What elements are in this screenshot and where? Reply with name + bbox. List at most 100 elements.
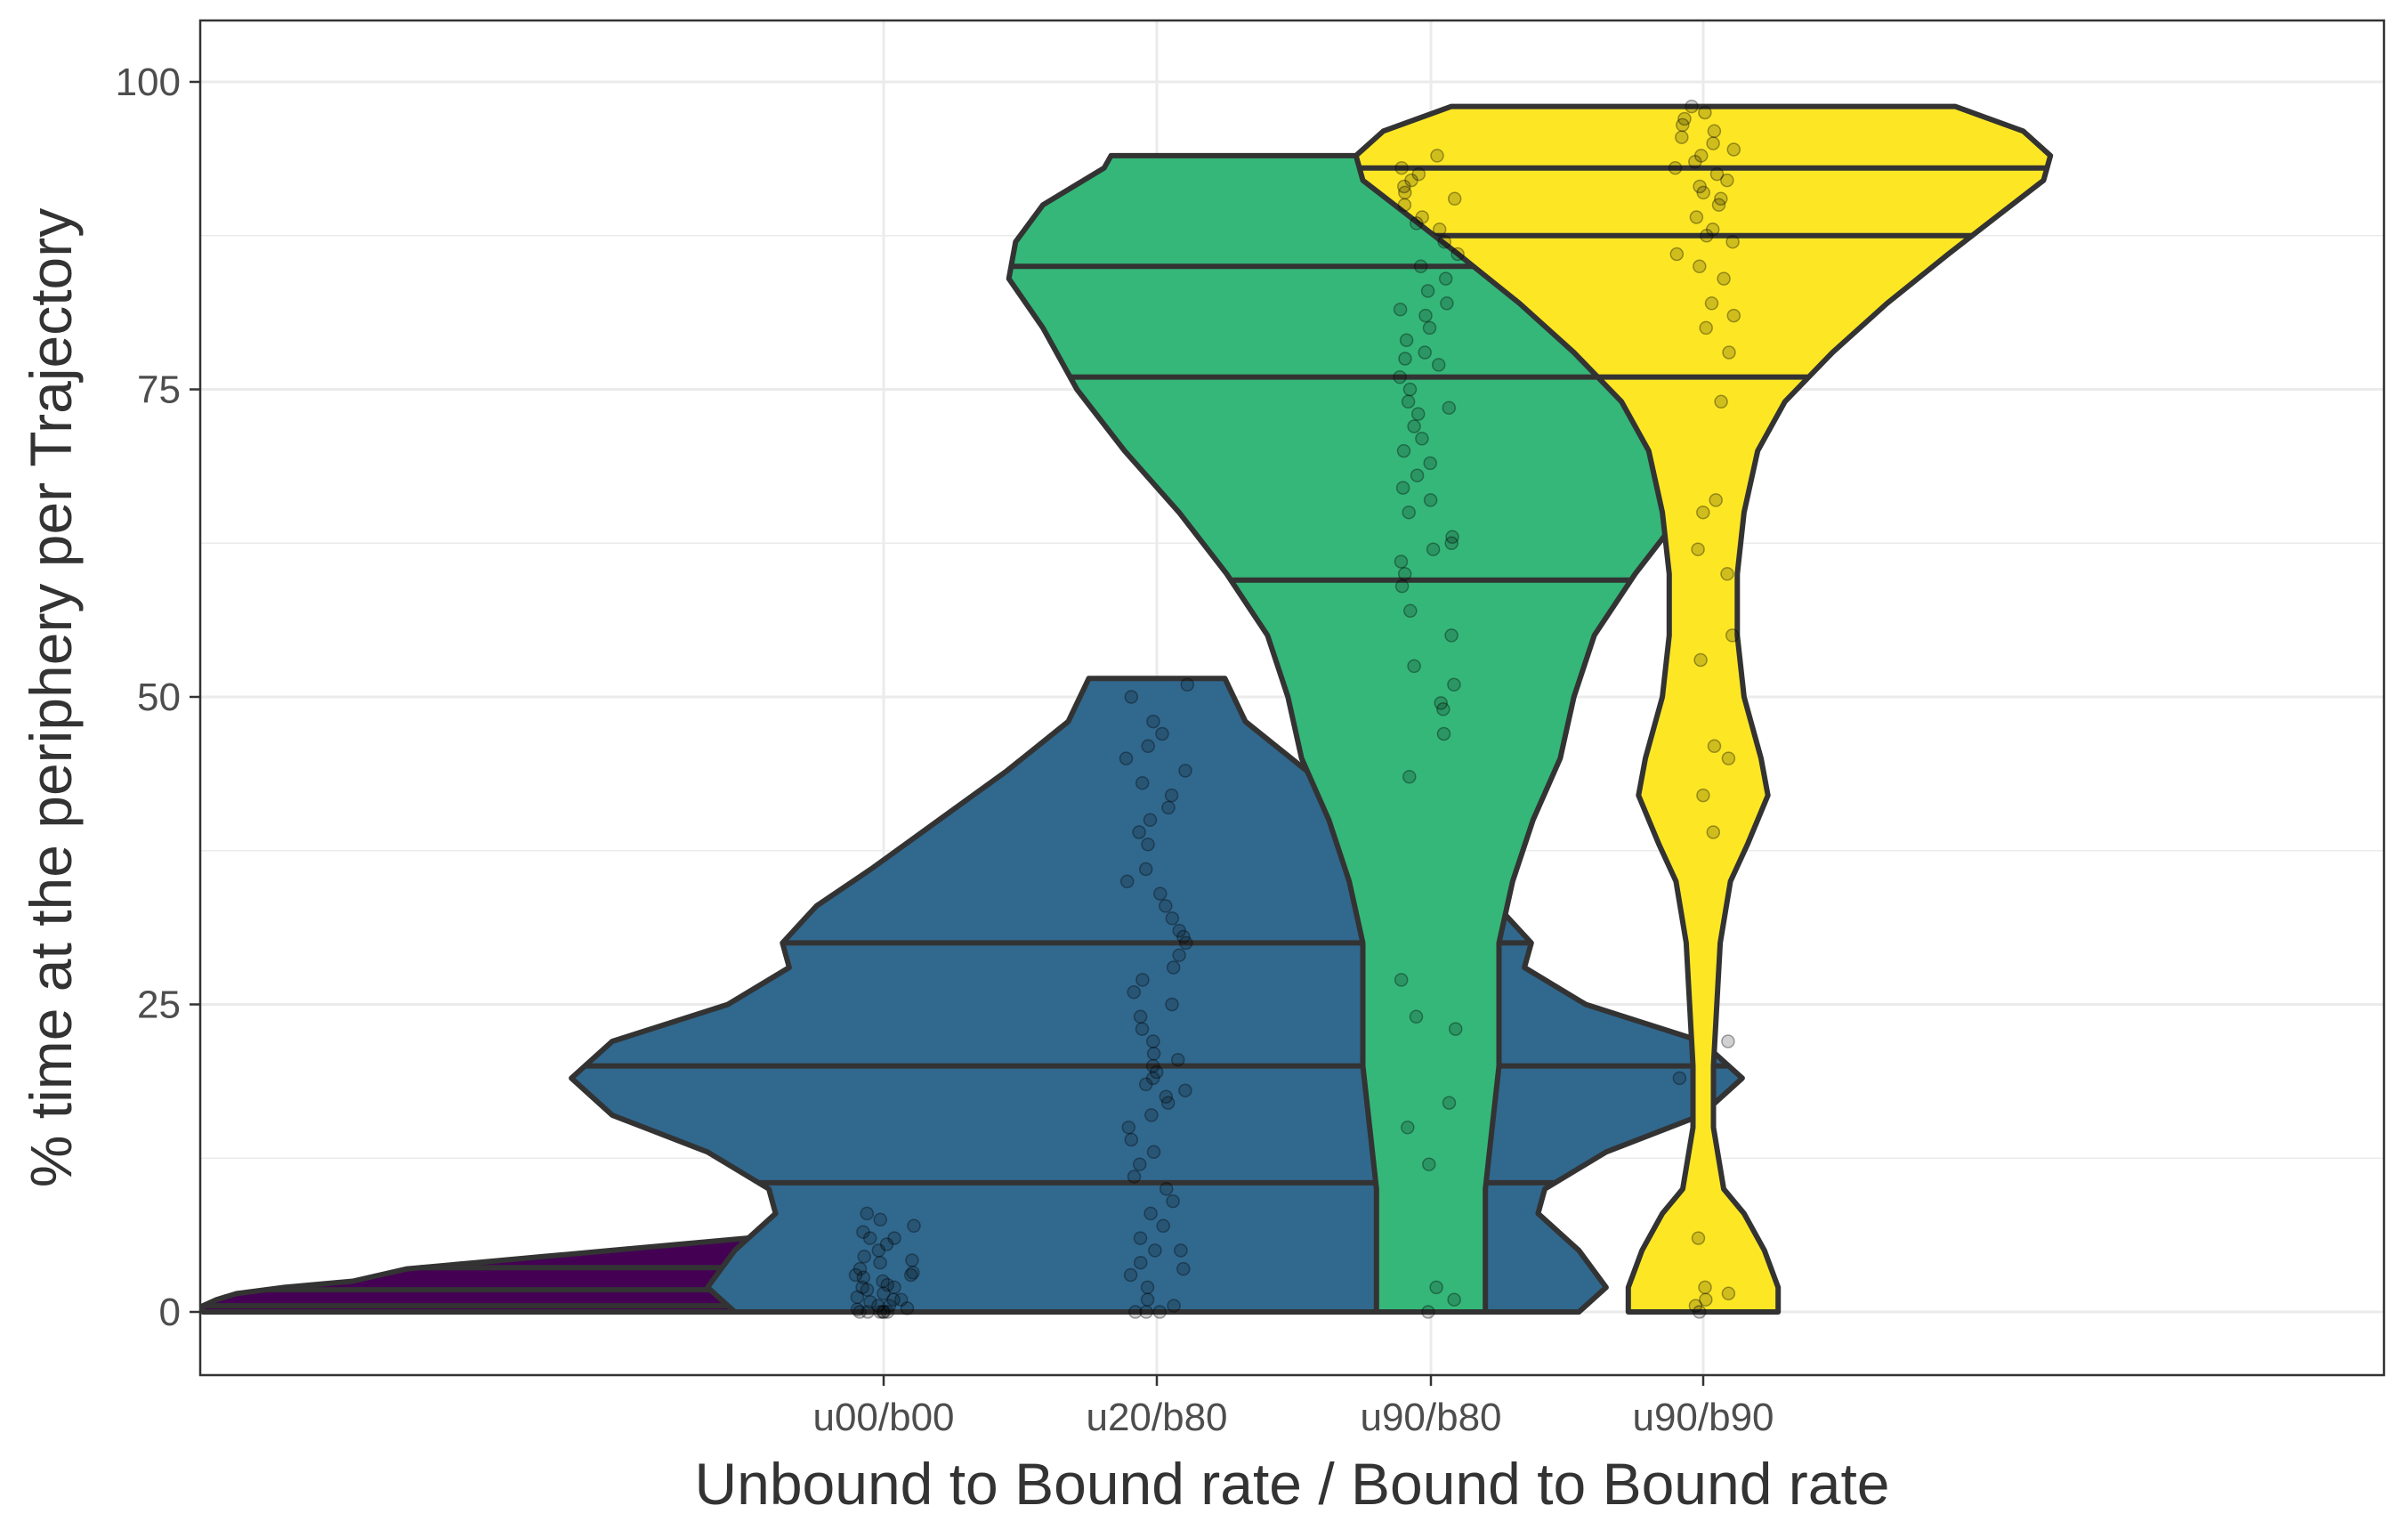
data-point — [1688, 155, 1702, 169]
data-point — [856, 1225, 870, 1239]
data-point — [1705, 223, 1720, 237]
data-point — [1145, 1058, 1160, 1073]
data-point — [857, 1250, 871, 1264]
data-point — [1149, 1064, 1164, 1080]
data-point — [1127, 984, 1141, 1000]
data-point — [1409, 1009, 1424, 1024]
data-point — [1726, 308, 1741, 323]
data-point — [1407, 659, 1421, 674]
data-point — [1165, 911, 1180, 926]
data-point — [1714, 191, 1728, 206]
data-point — [1693, 149, 1709, 163]
data-point — [1415, 432, 1429, 446]
data-point — [900, 1301, 915, 1315]
data-point — [886, 1292, 901, 1307]
data-point — [860, 1283, 875, 1297]
data-point — [1170, 1052, 1185, 1067]
data-point — [848, 1267, 863, 1283]
data-point — [1676, 117, 1690, 133]
data-point — [1394, 973, 1409, 987]
data-point — [1693, 259, 1707, 274]
data-point — [873, 1212, 887, 1227]
data-point — [1166, 1194, 1180, 1209]
data-point — [1410, 216, 1424, 231]
data-point — [1159, 1089, 1174, 1104]
data-point — [1397, 567, 1412, 581]
data-point — [1688, 1299, 1703, 1313]
data-point — [1693, 179, 1707, 194]
data-point — [1668, 160, 1683, 175]
data-point — [1699, 1292, 1713, 1307]
data-point — [1418, 345, 1432, 360]
data-point — [1393, 369, 1407, 384]
x-tick-label: u20/b80 — [1086, 1396, 1227, 1439]
data-point — [907, 1218, 921, 1234]
data-point — [1704, 296, 1719, 311]
data-point — [1133, 1009, 1148, 1024]
data-point — [1444, 536, 1459, 551]
data-point — [1397, 179, 1411, 194]
data-point — [1407, 419, 1421, 433]
data-point — [852, 1305, 867, 1319]
data-point — [887, 1231, 901, 1245]
x-axis-title: Unbound to Bound rate / Bound to Bound r… — [694, 1451, 1889, 1517]
data-point — [1394, 554, 1409, 569]
data-point — [1133, 1231, 1148, 1245]
data-point — [1178, 764, 1192, 778]
data-point — [1404, 173, 1418, 188]
data-point — [1394, 160, 1409, 175]
data-point — [850, 1302, 865, 1316]
data-point — [1396, 443, 1411, 458]
data-point — [1415, 210, 1429, 224]
data-point — [1693, 1305, 1707, 1319]
data-point — [1675, 130, 1689, 144]
data-point — [879, 1237, 894, 1251]
data-point — [1717, 271, 1731, 286]
data-point — [1410, 468, 1425, 482]
data-point — [1146, 1145, 1161, 1160]
violin-u90-b80 — [1006, 152, 1856, 1315]
data-point — [1138, 1077, 1153, 1092]
data-point — [1401, 1120, 1415, 1135]
data-point — [1672, 1071, 1687, 1086]
data-point — [876, 1274, 890, 1289]
y-tick-label: 75 — [137, 368, 181, 412]
data-point — [1133, 1255, 1148, 1270]
data-point — [1714, 394, 1728, 409]
data-point — [1448, 1022, 1463, 1036]
data-point — [1422, 320, 1437, 336]
data-point — [1152, 1305, 1168, 1319]
data-point — [1436, 726, 1451, 741]
data-point — [1145, 1071, 1160, 1086]
data-point — [1394, 579, 1410, 594]
data-point — [1447, 677, 1461, 692]
data-point — [1139, 1305, 1153, 1319]
data-point — [1143, 813, 1158, 827]
data-point — [1698, 105, 1712, 120]
data-point — [1174, 1243, 1188, 1258]
data-point — [1395, 481, 1410, 495]
data-point — [1132, 1157, 1147, 1171]
data-point — [906, 1266, 920, 1280]
data-point — [1141, 739, 1155, 754]
x-axis-ticks: u00/b00 u20/b80 u90/b80 u90/b90 — [812, 1375, 1774, 1439]
data-point — [1155, 726, 1169, 741]
data-point — [850, 1290, 865, 1305]
data-point — [1429, 1280, 1443, 1295]
data-point — [1138, 862, 1153, 877]
data-point — [1178, 1083, 1192, 1097]
data-point — [1148, 1243, 1162, 1258]
data-point — [1167, 1299, 1181, 1313]
y-tick-label: 25 — [137, 984, 181, 1027]
data-point — [1445, 530, 1459, 545]
x-tick-label: u90/b80 — [1360, 1396, 1501, 1439]
data-point — [1696, 505, 1710, 520]
data-point — [876, 1305, 891, 1319]
data-point — [1121, 1120, 1136, 1135]
data-point — [1685, 99, 1699, 114]
data-point — [1700, 229, 1714, 243]
data-point — [1128, 1305, 1143, 1319]
data-point — [1179, 935, 1193, 951]
data-point — [1146, 1034, 1160, 1048]
